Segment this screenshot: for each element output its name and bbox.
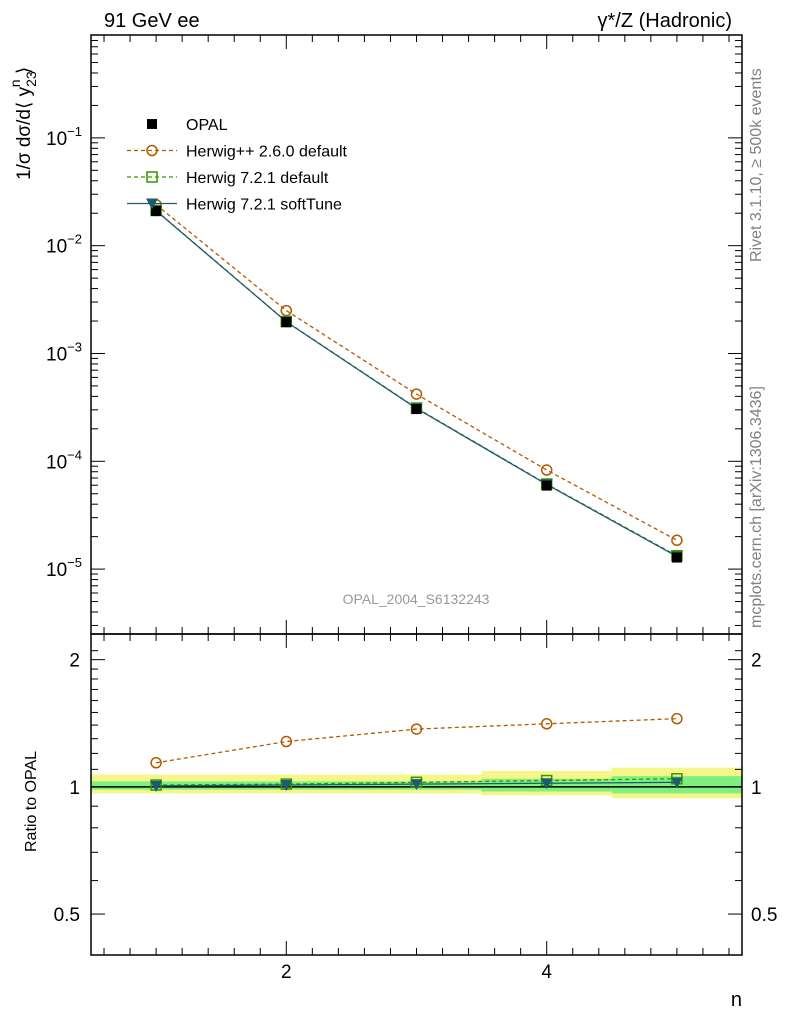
ratio-herwig-2-6-0-default-point (150, 757, 162, 769)
herwig-2-6-0-default-point (540, 464, 553, 476)
opal-point (281, 317, 292, 328)
opal-point (541, 480, 552, 491)
opal-point (151, 205, 162, 216)
herwig-7-2-1-default-line (155, 210, 678, 557)
ratio-y-tick-label-right: 0.5 (751, 905, 777, 926)
legend: OPAL Herwig++ 2.6.0 default Herwig 7.2.1 d… (127, 117, 348, 214)
legend-herwig-7-2-1-softtune-marker (146, 198, 158, 210)
ratio-y-axis-title: Ratio to OPAL (23, 751, 40, 852)
y-tick-label: 10−4 (46, 447, 82, 473)
legend-herwig-7-2-1-default-label: Herwig 7.2.1 default (186, 170, 329, 187)
herwig-2-6-0-default-point (410, 388, 423, 400)
analysis-id-label: OPAL_2004_S6132243 (343, 591, 490, 607)
legend-opal-marker (147, 119, 157, 129)
energy-title: 91 GeV ee (104, 10, 200, 32)
ratio-y-tick-label-right: 1 (751, 778, 762, 799)
mcplots-label: mcplots.cern.ch [arXiv:1306.3436] (748, 386, 765, 628)
y-tick-label: 10−1 (46, 124, 82, 150)
x-tick-label: 4 (541, 962, 552, 983)
legend-opal-label: OPAL (186, 117, 228, 134)
opal-point (411, 404, 422, 415)
process-title: γ*/Z (Hadronic) (598, 10, 732, 32)
ratio-herwig-2-6-0-default-line (155, 718, 677, 764)
y-tick-label: 10−2 (46, 232, 82, 258)
rivet-label: Rivet 3.1.10, ≥ 500k events (748, 68, 765, 262)
herwig-2-6-0-default-line (155, 204, 678, 541)
herwig-2-6-0-default-point (671, 534, 683, 547)
y-tick-label: 10−5 (46, 555, 82, 581)
ratio-herwig-2-6-0-default-point (410, 723, 423, 735)
ratio-y-tick-label: 0.5 (54, 905, 80, 926)
ratio-y-tick-label-right: 2 (751, 651, 762, 672)
legend-herwig-7-2-1-default-marker (146, 171, 158, 183)
legend-herwig-2-6-0-default-marker (146, 144, 158, 157)
y-tick-label: 10−3 (46, 339, 82, 365)
ratio-herwig-7-2-1-softtune-point (540, 778, 553, 790)
ratio-herwig-7-2-1-softtune-point (410, 779, 423, 791)
ratio-herwig-2-6-0-default-point (540, 718, 553, 730)
opal-point (671, 552, 682, 563)
ratio-y-tick-label: 2 (69, 651, 80, 672)
legend-herwig-2-6-0-default-label: Herwig++ 2.6.0 default (186, 144, 348, 161)
ratio-y-tick-label: 1 (69, 778, 80, 799)
x-axis-title: n (731, 989, 742, 1011)
x-tick-label: 2 (281, 962, 292, 983)
herwig-7-2-1-softtune-line (155, 210, 678, 558)
ratio-herwig-7-2-1-softtune-point (670, 777, 683, 789)
ratio-herwig-7-2-1-softtune-point (150, 780, 163, 792)
ratio-herwig-2-6-0-default-point (671, 712, 683, 725)
main-y-axis-title: 1/σ dσ/d⟨ y23n ⟩ (7, 67, 39, 180)
ratio-herwig-2-6-0-default-point (280, 735, 293, 748)
ratio-plot-frame (90, 633, 743, 956)
herwig-2-6-0-default-point (280, 304, 293, 317)
ratio-herwig-7-2-1-softtune-point (280, 780, 293, 792)
legend-herwig-7-2-1-softtune-label: Herwig 7.2.1 softTune (186, 197, 342, 214)
